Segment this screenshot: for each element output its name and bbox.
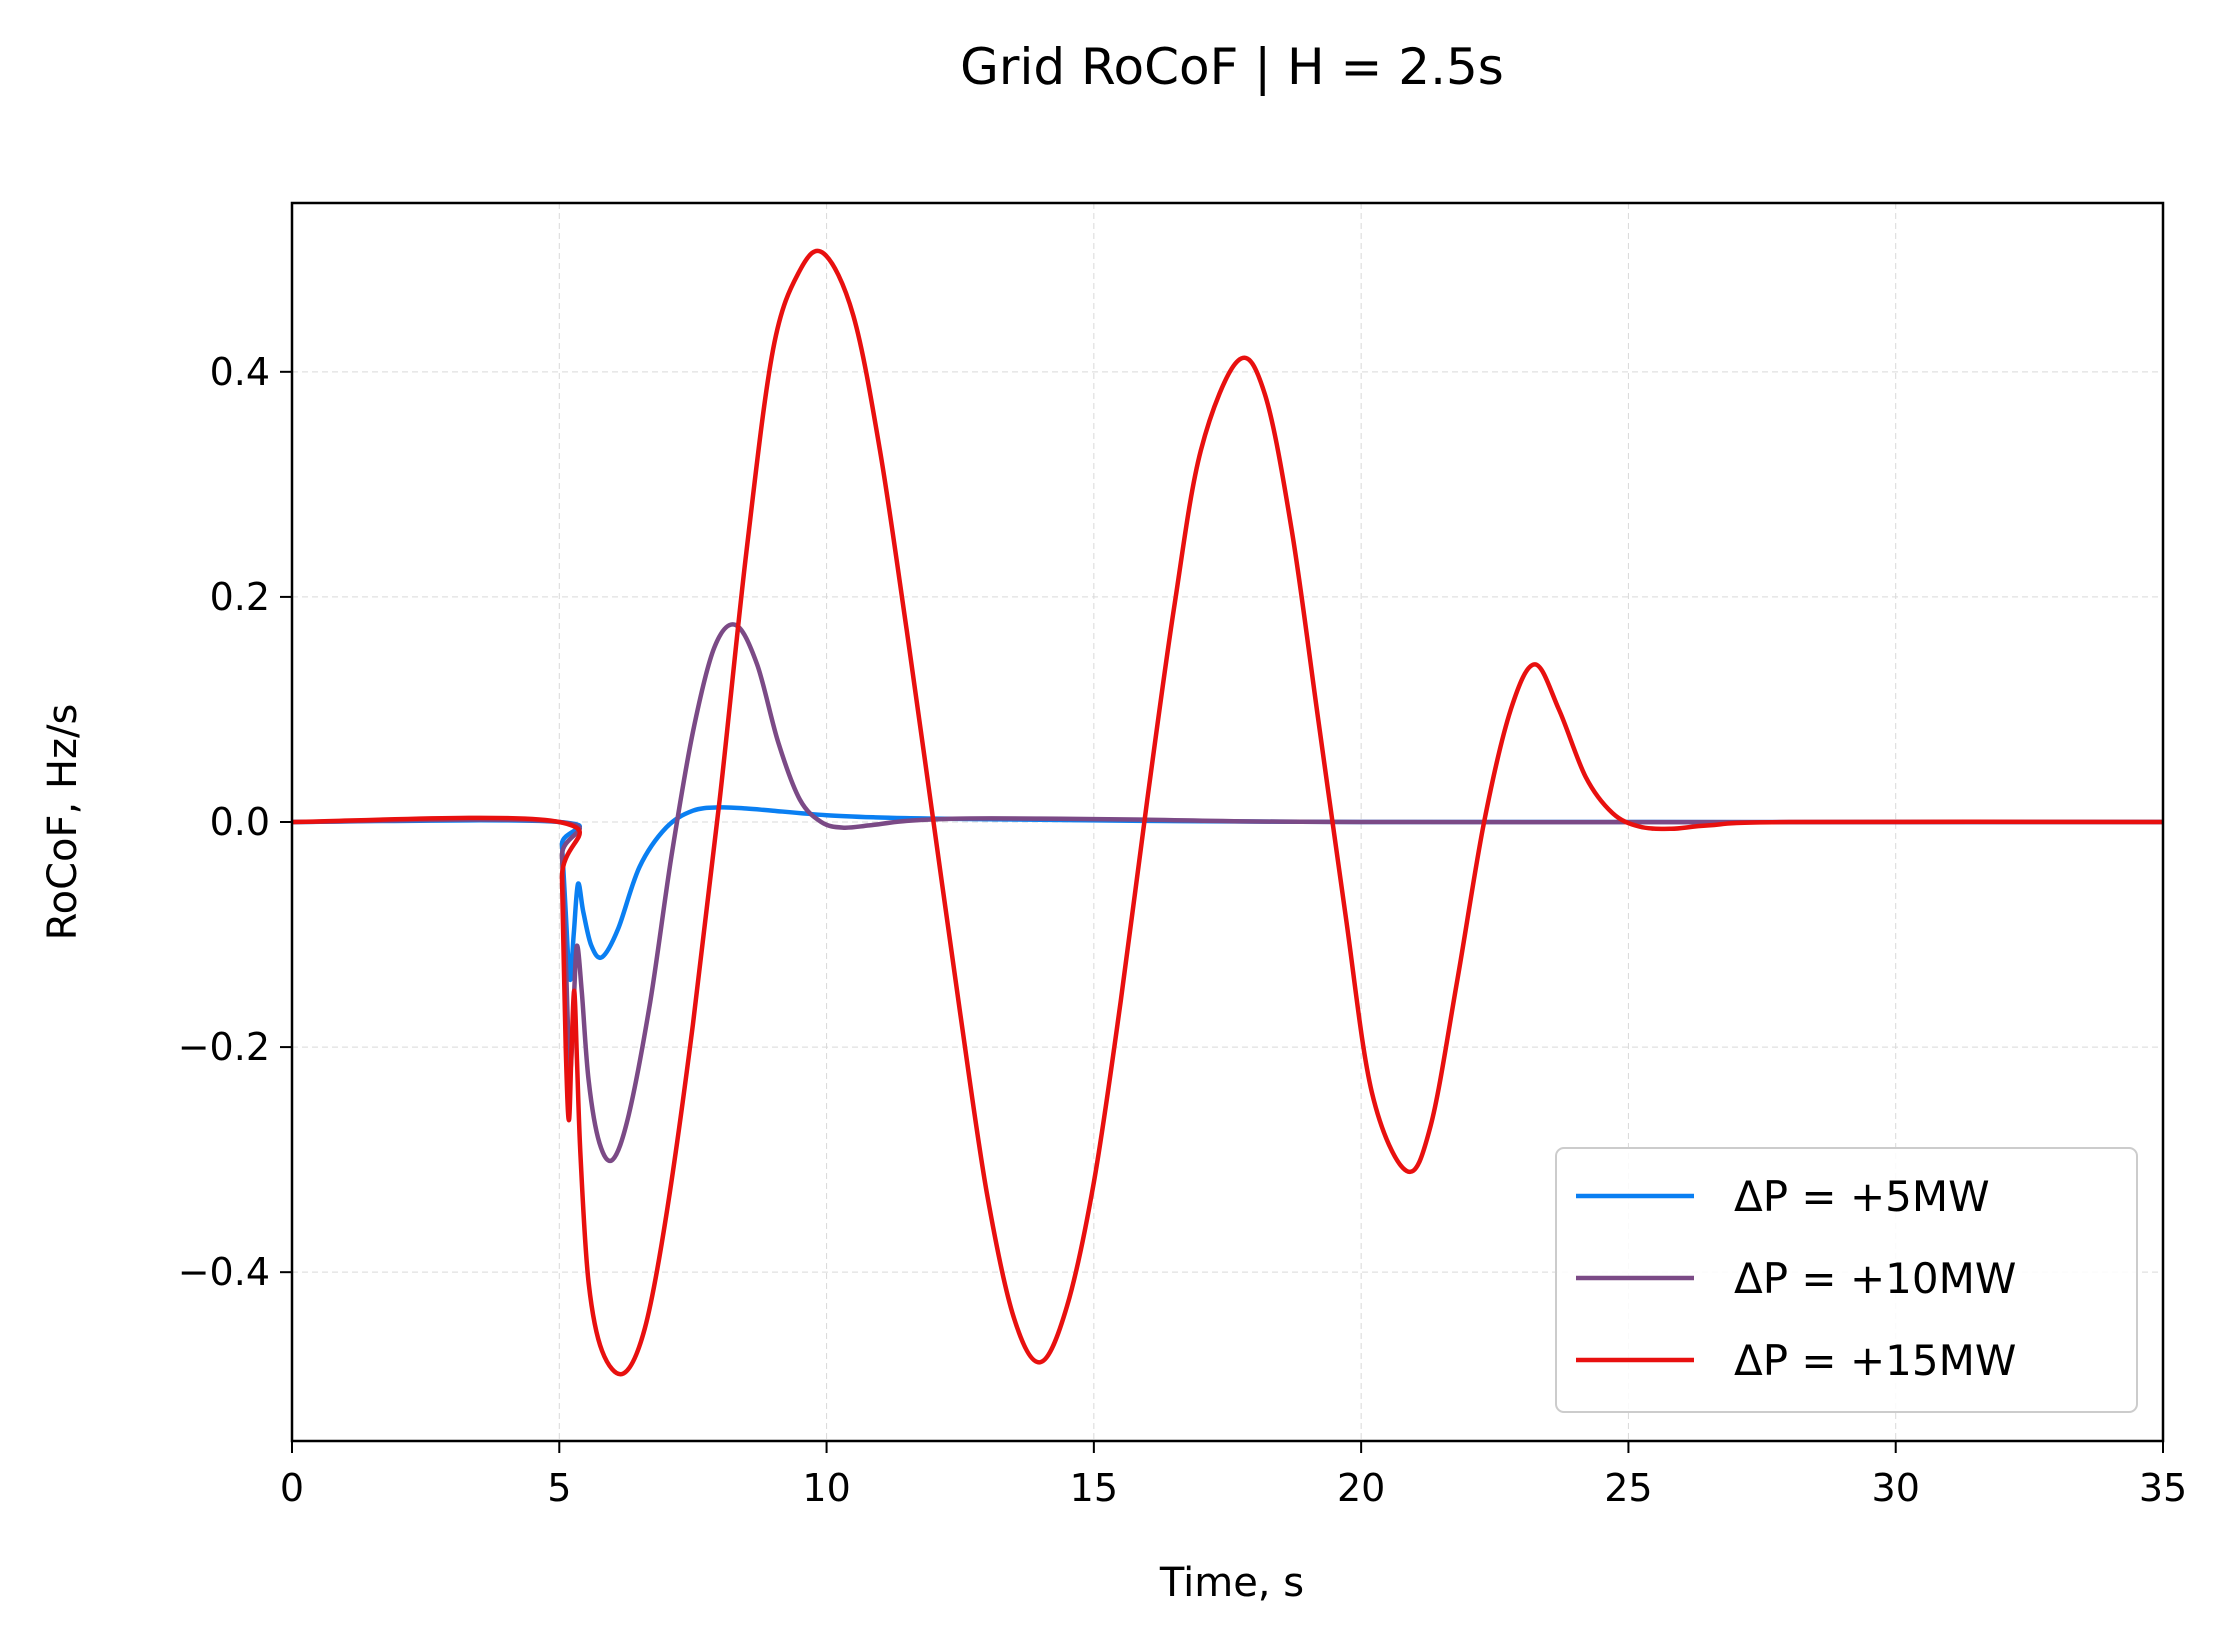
legend-box (1555, 1147, 2138, 1413)
series-line-3 (292, 248, 2163, 1377)
y-tick-label: −0.2 (178, 1025, 270, 1069)
chart-title: Grid RoCoF | H = 2.5s (960, 38, 1504, 96)
x-tick-label: 10 (802, 1466, 850, 1510)
y-axis-label: RoCoF, Hz/s (40, 704, 86, 941)
x-axis-label: Time, s (1159, 1560, 1304, 1606)
legend-label: ΔP = +15MW (1734, 1336, 2016, 1385)
x-tick-label: 20 (1337, 1466, 1385, 1510)
legend: ΔP = +5MW ΔP = +10MW ΔP = +15MW (1555, 1147, 2138, 1413)
x-tick-label: 30 (1872, 1466, 1920, 1510)
x-tick-label: 15 (1070, 1466, 1118, 1510)
y-tick-label: 0.4 (210, 350, 270, 394)
y-tick-label: 0.0 (210, 800, 270, 844)
legend-label: ΔP = +5MW (1734, 1172, 1990, 1221)
x-tick-label: 35 (2139, 1466, 2187, 1510)
plot-area (292, 248, 2163, 1377)
x-tick-label: 25 (1604, 1466, 1652, 1510)
y-axis-ticks: −0.4 −0.2 0.0 0.2 0.4 (178, 350, 292, 1294)
y-tick-label: −0.4 (178, 1250, 270, 1294)
x-tick-label: 0 (280, 1466, 304, 1510)
x-axis-ticks: 0 5 10 15 20 25 30 35 (280, 1441, 2187, 1510)
y-tick-label: 0.2 (210, 575, 270, 619)
x-tick-label: 5 (547, 1466, 571, 1510)
legend-label: ΔP = +10MW (1734, 1254, 2016, 1303)
